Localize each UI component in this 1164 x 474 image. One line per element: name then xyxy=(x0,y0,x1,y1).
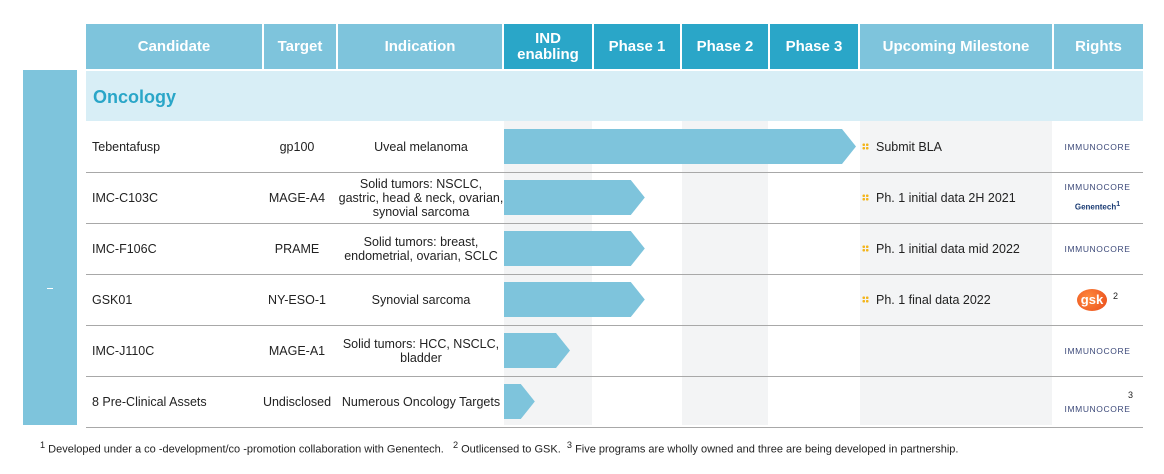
target-cell: gp100 xyxy=(279,139,315,154)
rights-cell: gsk 2 xyxy=(1052,274,1143,325)
milestone-cell: Ph. 1 initial data 2H 2021 xyxy=(862,172,1052,223)
partner-name: Genentech xyxy=(1074,202,1117,212)
indication-cell: Solid tumors: HCC, NSCLC, bladder xyxy=(342,336,500,365)
milestone-column-bg xyxy=(860,121,1052,425)
candidate-cell: 8 Pre-Clinical Assets xyxy=(92,394,207,409)
milestone-cell xyxy=(862,376,1052,427)
target-cell: MAGE-A4 xyxy=(268,190,326,205)
footnote-text-2: Outlicensed to GSK. xyxy=(461,443,561,456)
gsk-logo: gsk xyxy=(1076,288,1107,311)
pipeline-table: Tebentafusp gp100 Uveal melanoma Submit BLA… xyxy=(86,121,1143,428)
target-cell: MAGE-A1 xyxy=(268,343,326,358)
target-cell: Undisclosed xyxy=(262,394,332,409)
milestone-bullet-icon xyxy=(862,143,869,150)
indication-cell: Solid tumors: NSCLC, gastric, head & nec… xyxy=(338,176,504,219)
footnote-text-3: Five programs are wholly owned and three… xyxy=(575,443,959,456)
candidate-cell: IMC-J110C xyxy=(92,343,155,358)
section-title: Oncology xyxy=(93,87,177,107)
milestone-bullet-icon xyxy=(862,245,869,252)
row-separator xyxy=(86,274,1143,275)
row-separator xyxy=(86,376,1143,377)
header-phase2: Phase 2 xyxy=(682,24,768,69)
progress-bar-imc-j110c xyxy=(504,333,570,368)
header-milestone: Upcoming Milestone xyxy=(860,24,1052,69)
header-ind-enabling: IND enabling xyxy=(504,24,592,69)
table-row: IMC-C103C MAGE-A4 Solid tumors: NSCLC, gas… xyxy=(86,172,1143,224)
immunocore-logo: IMMUNOCORE xyxy=(1064,403,1131,414)
rights-footnote-ref: 3 xyxy=(1127,389,1133,400)
footnote-num-1: 1 xyxy=(40,440,46,450)
side-bar xyxy=(23,70,77,425)
table-row: Tebentafusp gp100 Uveal melanoma Submit BLA… xyxy=(86,121,1143,173)
immunocore-logo: IMMUNOCORE xyxy=(1064,182,1131,193)
progress-bar-imc-c103c xyxy=(504,180,645,215)
row-separator xyxy=(86,325,1143,326)
header-target: Target xyxy=(264,24,336,69)
genentech-logo: Genentech1 xyxy=(1075,198,1120,215)
side-bar-tick xyxy=(47,288,53,289)
footnote: 1 Developed under a co -development/co -… xyxy=(40,440,958,456)
rights-cell: IMMUNOCORE xyxy=(1052,223,1143,274)
target-cell: PRAME xyxy=(274,241,320,256)
milestone-cell: Ph. 1 initial data mid 2022 xyxy=(862,223,1052,274)
indication-cell: Uveal melanoma xyxy=(374,139,468,154)
immunocore-logo: IMMUNOCORE xyxy=(1064,141,1131,152)
header-phase1: Phase 1 xyxy=(594,24,680,69)
table-row: GSK01 NY-ESO-1 Synovial sarcoma Ph. 1 final… xyxy=(86,274,1143,326)
table-row: 8 Pre-Clinical Assets Undisclosed Numerous… xyxy=(86,376,1143,428)
row-separator xyxy=(86,172,1143,173)
indication-cell: Solid tumors: breast, endometrial, ovari… xyxy=(344,234,498,263)
row-separator xyxy=(86,427,1143,428)
milestone-cell xyxy=(862,325,1052,376)
candidate-cell: Tebentafusp xyxy=(92,139,161,154)
footnote-text-1: Developed under a co -development/co -pr… xyxy=(48,443,444,456)
footnote-num-2: 2 xyxy=(452,440,459,450)
footnote-num-3: 3 xyxy=(566,440,572,450)
rights-footnote-ref: 2 xyxy=(1112,290,1118,301)
candidate-cell: IMC-C103C xyxy=(92,190,158,205)
progress-bar-tebentafusp xyxy=(504,129,856,164)
candidate-cell: IMC-F106C xyxy=(92,241,157,256)
header-indication: Indication xyxy=(338,24,502,69)
progress-bar-gsk01 xyxy=(504,282,645,317)
stage-column-bg xyxy=(504,121,592,425)
milestone-cell: Submit BLA xyxy=(862,121,1052,172)
candidate-cell: GSK01 xyxy=(92,292,133,307)
progress-bar-imc-f106c xyxy=(504,231,645,266)
table-row: IMC-J110C MAGE-A1 Solid tumors: HCC, NSCLC… xyxy=(86,325,1143,377)
rights-cell: IMMUNOCORE Genentech1 xyxy=(1052,172,1143,223)
table-row: IMC-F106C PRAME Solid tumors: breast, endo… xyxy=(86,223,1143,275)
milestone-bullet-icon xyxy=(862,194,869,201)
milestone-bullet-icon xyxy=(862,296,869,303)
header-candidate: Candidate xyxy=(86,24,262,69)
milestone-text: Ph. 1 initial data 2H 2021 xyxy=(876,190,1016,205)
row-separator xyxy=(86,223,1143,224)
rights-cell: IMMUNOCORE xyxy=(1052,325,1143,376)
immunocore-logo: IMMUNOCORE xyxy=(1064,345,1131,356)
section-band: Oncology xyxy=(86,71,1143,121)
header-phase3: Phase 3 xyxy=(770,24,858,69)
progress-bars xyxy=(504,129,856,419)
indication-cell: Numerous Oncology Targets xyxy=(341,394,501,409)
milestone-text: Submit BLA xyxy=(876,139,943,154)
milestone-cell: Ph. 1 final data 2022 xyxy=(862,274,1052,325)
rights-cell: IMMUNOCORE xyxy=(1052,121,1143,172)
progress-bar-8-pre-clinical-assets xyxy=(504,384,535,419)
milestone-text: Ph. 1 initial data mid 2022 xyxy=(876,241,1020,256)
header-rights: Rights xyxy=(1054,24,1143,69)
rights-footnote-ref: 1 xyxy=(1116,201,1121,209)
indication-cell: Synovial sarcoma xyxy=(371,292,471,307)
target-cell: NY-ESO-1 xyxy=(268,292,326,307)
rights-cell: 3 IMMUNOCORE xyxy=(1052,376,1143,427)
milestone-text: Ph. 1 final data 2022 xyxy=(876,292,991,307)
stage-column-bg xyxy=(682,121,768,425)
immunocore-logo: IMMUNOCORE xyxy=(1064,243,1131,254)
